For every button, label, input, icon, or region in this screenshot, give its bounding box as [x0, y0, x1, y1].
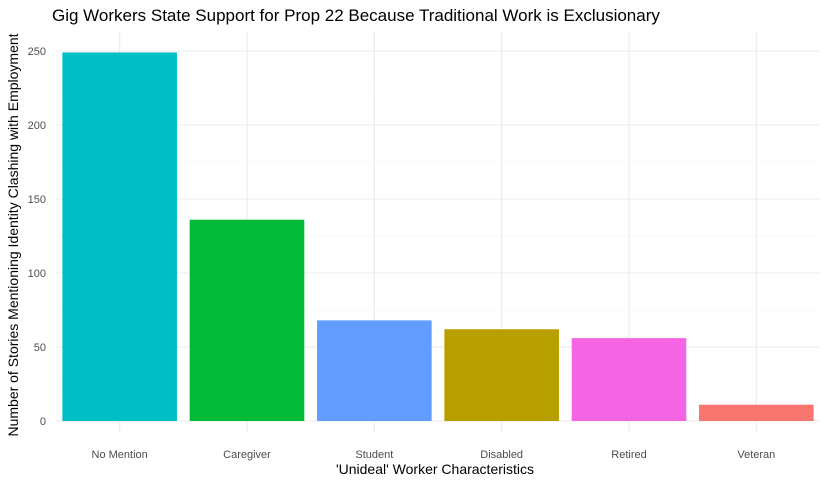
x-axis-label: 'Unideal' Worker Characteristics — [336, 461, 534, 477]
y-tick-label: 0 — [40, 416, 46, 428]
x-tick-label: Disabled — [480, 449, 523, 461]
bar-no-mention — [62, 52, 177, 421]
x-tick-label: Veteran — [737, 449, 775, 461]
x-tick-labels: No Mention Caregiver Student Disabled Retire… — [92, 449, 776, 461]
y-tick-label: 100 — [28, 268, 46, 280]
bar-caregiver — [189, 219, 305, 421]
x-tick-label: Student — [355, 449, 393, 461]
x-tick-label: Caregiver — [223, 449, 271, 461]
y-tick-label: 50 — [34, 342, 46, 354]
y-tick-labels: 0 50 100 150 200 250 — [28, 46, 46, 428]
bar-retired — [571, 338, 687, 421]
x-tick-label: No Mention — [92, 449, 148, 461]
y-tick-label: 150 — [28, 194, 46, 206]
y-tick-label: 200 — [28, 120, 46, 132]
chart-title: Gig Workers State Support for Prop 22 Be… — [52, 6, 660, 25]
y-tick-label: 250 — [28, 46, 46, 58]
y-axis-label: Number of Stories Mentioning Identity Cl… — [5, 33, 21, 436]
x-tick-label: Retired — [611, 449, 646, 461]
bar-disabled — [444, 329, 559, 421]
bar-student — [317, 320, 432, 421]
bar-veteran — [699, 404, 814, 421]
bars — [62, 52, 814, 421]
